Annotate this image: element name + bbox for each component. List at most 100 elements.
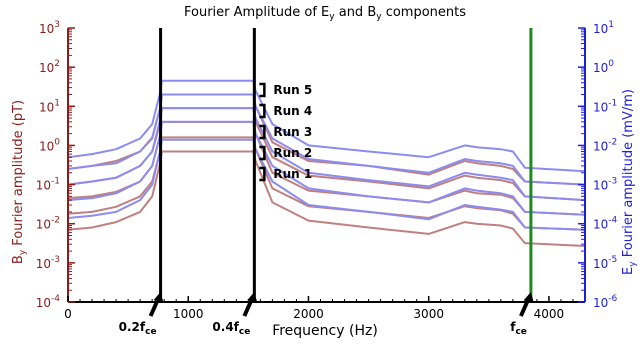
right-axis-tick-label: 10-4 bbox=[593, 216, 618, 232]
tick-exponent: -3 bbox=[51, 255, 60, 265]
tick-base: 10 bbox=[593, 61, 608, 75]
run-label: Run 3 bbox=[273, 125, 312, 139]
left-axis-tick-label: 10-4 bbox=[36, 294, 61, 310]
tick-base: 10 bbox=[36, 296, 51, 310]
left-axis-tick-label: 103 bbox=[39, 20, 60, 36]
tick-exponent: -2 bbox=[51, 216, 60, 226]
tick-exponent: 0 bbox=[54, 137, 60, 147]
left-axis-label-main: B bbox=[11, 255, 26, 264]
series-layer bbox=[67, 79, 586, 247]
tick-exponent: 3 bbox=[54, 20, 60, 30]
tick-base: 10 bbox=[39, 139, 54, 153]
left-axis-label-sub: y bbox=[18, 249, 28, 255]
tick-base: 10 bbox=[39, 22, 54, 36]
x-tick-label: 3000 bbox=[413, 307, 444, 321]
axes-layer: 0 1000 2000 3000 400010-410-310-210-11001011… bbox=[36, 20, 618, 321]
tick-base: 10 bbox=[36, 179, 51, 193]
right-axis-label: Ey Fourier amplitude (mV/m) bbox=[621, 89, 638, 275]
tick-base: 10 bbox=[593, 257, 608, 271]
tick-exponent: 0 bbox=[608, 59, 614, 69]
chart-title-part2: and B bbox=[335, 5, 377, 20]
series-b-run-5 bbox=[67, 93, 586, 186]
right-axis-label-sub: y bbox=[628, 261, 638, 267]
tick-exponent: -4 bbox=[608, 216, 617, 226]
tick-exponent: 2 bbox=[54, 59, 60, 69]
x-tick-label: 4000 bbox=[534, 307, 565, 321]
left-axis-tick-label: 10-2 bbox=[36, 216, 60, 232]
run-brackets-layer: Run 5 Run 4 Run 3 Run 2 Run 1 bbox=[259, 82, 312, 182]
run-label: Run 5 bbox=[273, 83, 312, 97]
x-tick-label: 0 bbox=[64, 307, 72, 321]
run-label: Run 2 bbox=[273, 146, 312, 160]
chart-title-sub1: y bbox=[329, 12, 335, 22]
chart-title-part3: components bbox=[382, 5, 467, 20]
run-bracket bbox=[259, 145, 266, 161]
run-bracket bbox=[259, 82, 266, 98]
vertical-lines-layer: 0.2fce 0.4fce fce bbox=[119, 28, 534, 337]
tick-exponent: -1 bbox=[608, 98, 617, 108]
tick-base: 10 bbox=[39, 100, 54, 114]
right-axis-tick-label: 101 bbox=[593, 20, 614, 36]
right-axis-tick-label: 10-3 bbox=[593, 177, 617, 193]
x-tick-label: 1000 bbox=[173, 307, 204, 321]
run-bracket bbox=[259, 166, 266, 182]
right-axis-tick-label: 10-2 bbox=[593, 137, 617, 153]
chart-title-part1: Fourier Amplitude of E bbox=[184, 5, 329, 20]
left-axis-tick-label: 10-1 bbox=[36, 177, 60, 193]
left-axis-tick-label: 102 bbox=[39, 59, 60, 75]
frequency-marker-label-3: fce bbox=[510, 320, 527, 337]
frequency-marker-label-sub: ce bbox=[145, 327, 156, 337]
right-axis-tick-label: 10-5 bbox=[593, 255, 617, 271]
tick-exponent: -2 bbox=[608, 137, 617, 147]
frequency-marker-arrowhead-2 bbox=[247, 292, 258, 303]
run-label: Run 1 bbox=[273, 167, 312, 181]
series-e-run-3 bbox=[67, 107, 586, 202]
frequency-marker-label-main: 0.2f bbox=[119, 320, 146, 334]
x-tick-label: 2000 bbox=[293, 307, 324, 321]
frequency-marker-label-sub: ce bbox=[515, 327, 526, 337]
right-axis-tick-label: 10-1 bbox=[593, 98, 617, 114]
tick-base: 10 bbox=[593, 139, 608, 153]
series-e-run-2 bbox=[67, 120, 586, 216]
chart-title: Fourier Amplitude of Ey and By component… bbox=[184, 5, 466, 22]
tick-exponent: -1 bbox=[51, 177, 60, 187]
frequency-marker-arrowhead-3 bbox=[523, 292, 534, 303]
chart-title-sub2: y bbox=[376, 12, 382, 22]
right-axis-tick-label: 10-6 bbox=[593, 294, 618, 310]
tick-exponent: -3 bbox=[608, 177, 617, 187]
tick-base: 10 bbox=[593, 218, 608, 232]
run-label: Run 4 bbox=[273, 104, 312, 118]
right-axis-label-rest: Fourier amplitude (mV/m) bbox=[621, 89, 636, 261]
right-axis-tick-label: 100 bbox=[593, 59, 614, 75]
tick-exponent: -5 bbox=[608, 255, 617, 265]
series-b-run-4 bbox=[67, 107, 586, 202]
tick-base: 10 bbox=[593, 179, 608, 193]
series-e-run-5 bbox=[67, 79, 586, 173]
tick-base: 10 bbox=[593, 296, 608, 310]
tick-exponent: 1 bbox=[608, 20, 614, 30]
tick-exponent: 1 bbox=[54, 98, 60, 108]
right-axis-label-main: E bbox=[621, 267, 636, 275]
frequency-marker-label-main: 0.4f bbox=[212, 320, 239, 334]
frequency-marker-label-1: 0.2fce bbox=[119, 320, 157, 337]
series-b-run-1 bbox=[67, 150, 586, 247]
left-axis-label-rest: Fourier amplitude (pT) bbox=[11, 100, 26, 250]
left-axis-tick-label: 100 bbox=[39, 137, 60, 153]
left-axis-tick-label: 10-3 bbox=[36, 255, 60, 271]
x-axis-label: Frequency (Hz) bbox=[272, 323, 378, 339]
tick-base: 10 bbox=[36, 257, 51, 271]
tick-base: 10 bbox=[593, 100, 608, 114]
frequency-marker-arrowhead-1 bbox=[153, 292, 164, 303]
left-axis-tick-label: 101 bbox=[39, 98, 60, 114]
series-e-run-1 bbox=[67, 138, 586, 231]
tick-exponent: -6 bbox=[608, 294, 617, 304]
tick-base: 10 bbox=[36, 218, 51, 232]
frequency-marker-label-main: f bbox=[510, 320, 516, 334]
tick-exponent: -4 bbox=[51, 294, 60, 304]
tick-base: 10 bbox=[39, 61, 54, 75]
frequency-marker-label-sub: ce bbox=[239, 327, 250, 337]
left-axis-label: By Fourier amplitude (pT) bbox=[11, 100, 28, 264]
tick-base: 10 bbox=[593, 22, 608, 36]
series-e-run-4 bbox=[67, 93, 586, 186]
